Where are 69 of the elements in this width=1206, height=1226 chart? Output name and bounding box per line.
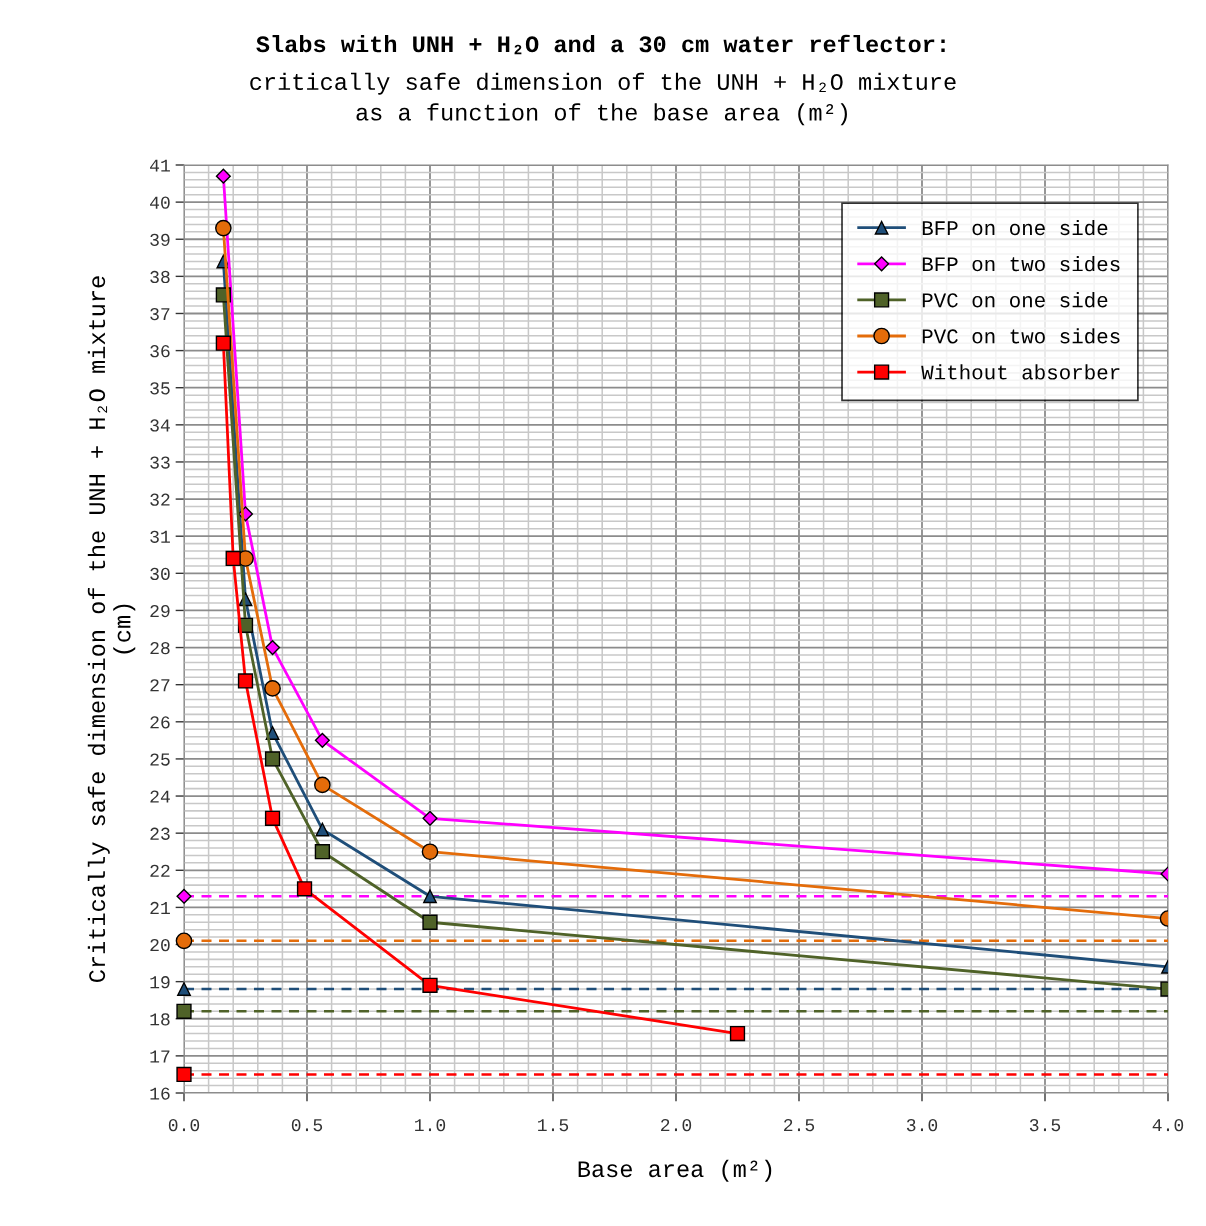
y-tick-label: 38 [150,270,170,284]
y-tick-label: 16 [150,1087,170,1100]
point [315,822,330,837]
x-tick-label: 0.5 [291,1119,323,1132]
y-tick-label: 23 [150,827,170,840]
point [237,673,254,689]
point [264,639,281,656]
point [176,888,192,904]
point [422,810,438,826]
point [422,914,438,930]
y-tick-label: 20 [150,938,170,952]
point [215,219,232,237]
x-tick-label: 1.5 [538,1119,569,1132]
y-tick-label: 33 [150,456,170,469]
x-tick-label: 2.5 [784,1119,815,1132]
y-tick-label: 19 [150,976,170,989]
y-tick-label: 29 [150,604,170,618]
x-tick-label: 4.0 [1152,1119,1184,1132]
y-tick-label: 35 [150,382,170,395]
x-tick-label: 1.0 [415,1119,446,1132]
y-tick-label: 17 [150,1050,170,1063]
chart-title: Slabs with UNH + H₂O and a 30 cm water reflector: [256,34,945,55]
y-tick-label: 18 [150,1013,170,1026]
x-tick-label: 0.0 [168,1119,200,1132]
y-tick-label: 40 [150,196,170,209]
y-axis-title: Critically safe dimension of the UNH + H₂O mixture (cm) [87,276,136,982]
point [176,1066,192,1083]
y-tick-label: 41 [150,159,170,172]
point [264,680,281,697]
point [177,982,191,997]
point [215,168,231,184]
y-tick-label: 25 [150,753,170,766]
y-tick-label: 39 [150,233,170,246]
point [225,550,241,567]
y-tick-label: 37 [150,307,170,321]
y-tick-label: 28 [150,642,170,655]
chart-subtitle: critically safe dimension of the UNH + H₂O mixture as a function of the base area (m²) [250,72,956,126]
y-tick-label: 27 [150,679,170,692]
point [422,977,438,993]
x-tick-label: 2.0 [661,1119,692,1132]
legend-label: BFP on two sides [922,256,1120,272]
point [729,1025,746,1042]
point [176,1003,192,1019]
y-tick-label: 30 [150,567,170,581]
y-tick-label: 24 [150,790,170,803]
x-tick-label: 3.0 [906,1119,938,1132]
legend-label: PVC on two sides [922,328,1120,344]
y-tick-label: 34 [150,419,170,432]
y-tick-label: 32 [150,493,170,506]
x-axis-title: Base area (m²) [578,1159,772,1182]
x-tick-label: 3.5 [1029,1119,1061,1132]
y-tick-label: 31 [150,530,170,543]
point [296,881,313,897]
legend-label: BFP on one side [922,219,1108,236]
y-tick-label: 21 [150,901,170,914]
point [314,732,330,748]
point [314,844,331,860]
point [264,810,281,826]
legend-label: PVC on one side [922,292,1108,308]
y-tick-label: 26 [150,716,170,729]
point [421,843,439,861]
point [423,889,437,904]
point [175,932,193,950]
y-tick-label: 36 [150,345,170,358]
y-tick-label: 22 [150,864,170,877]
legend-label: Without absorber [921,364,1120,380]
point [264,751,281,767]
point [314,776,331,794]
point [215,335,231,351]
